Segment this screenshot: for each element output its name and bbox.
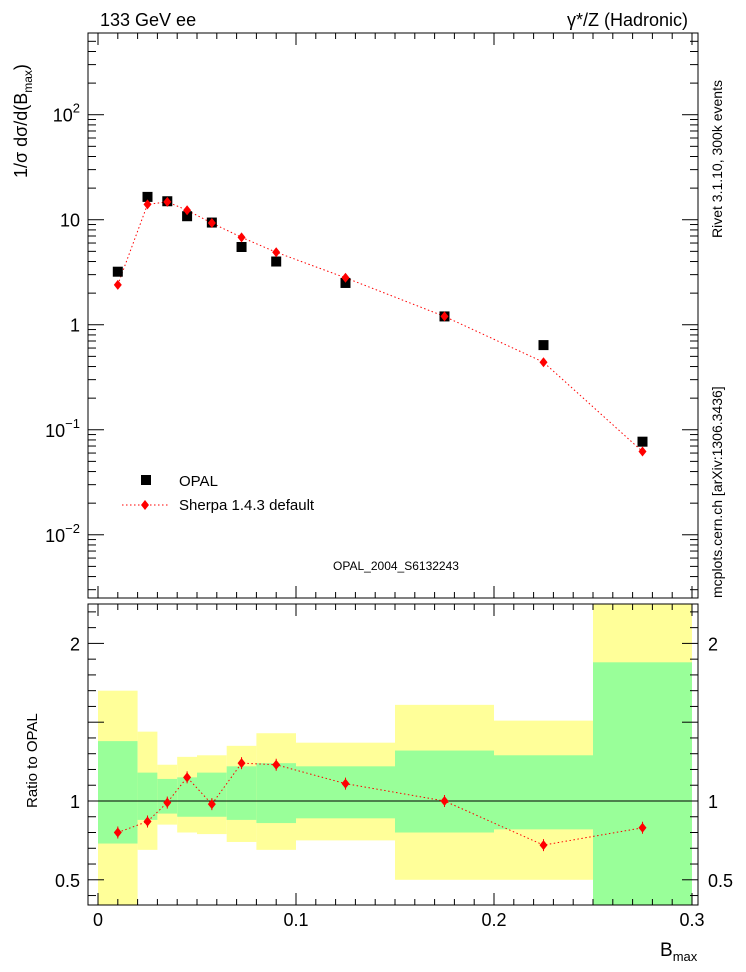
sherpa-point <box>237 232 246 243</box>
ratio-sherpa-point <box>237 758 246 769</box>
y-tick-label: 1 <box>70 316 80 336</box>
ratio-y-tick-label-left: 0.5 <box>55 871 80 891</box>
ratio-sherpa-point <box>341 778 350 789</box>
x-axis-title-main: B <box>660 940 673 961</box>
x-tick-label: 0.1 <box>283 910 308 930</box>
ratio-sherpa-point <box>207 799 216 810</box>
ratio-sherpa-point <box>539 840 548 851</box>
y-axis-title-end: ) <box>11 64 31 70</box>
legend-label-opal: OPAL <box>179 473 218 490</box>
x-tick-label: 0 <box>93 910 103 930</box>
sherpa-point <box>272 247 281 258</box>
ratio-uncertainty-bands <box>98 604 692 905</box>
sherpa-point <box>539 357 548 368</box>
legend-label-sherpa: Sherpa 1.4.3 default <box>179 497 315 514</box>
y-axis-title-sub: max <box>21 70 35 93</box>
ratio-sherpa-line <box>117 762 643 846</box>
opal-point <box>182 211 193 222</box>
opal-point <box>236 241 247 252</box>
sherpa-line <box>117 201 643 452</box>
band-inner-bin <box>593 662 692 905</box>
band-inner-bin <box>226 766 257 820</box>
ratio-sherpa-point <box>113 827 122 838</box>
ratio-sherpa-point <box>163 797 172 808</box>
y-tick-label: 102 <box>53 101 80 126</box>
opal-point <box>112 266 123 277</box>
ratio-sherpa-point <box>440 795 449 806</box>
band-inner-bin <box>137 772 158 820</box>
x-axis-title-sub: max <box>673 949 698 964</box>
ratio-y-axis-title: Ratio to OPAL <box>24 713 41 808</box>
ratio-y-tick-label-left: 2 <box>70 634 80 654</box>
y-tick-label: 10−1 <box>45 416 80 441</box>
rivet-version-label: Rivet 3.1.10, 300k events <box>709 80 725 238</box>
sherpa-point <box>183 205 192 216</box>
ratio-y-tick-label-right: 0.5 <box>708 871 733 891</box>
ratio-sherpa-point <box>183 772 192 783</box>
header-right: γ*/Z (Hadronic) <box>567 10 688 30</box>
x-axis-title: Bmax <box>660 940 698 964</box>
band-inner-bin <box>256 763 296 824</box>
sherpa-point <box>207 218 216 229</box>
sherpa-point <box>163 196 172 207</box>
analysis-watermark: OPAL_2004_S6132243 <box>333 559 459 573</box>
header-left: 133 GeV ee <box>100 10 196 30</box>
opal-point <box>271 256 282 267</box>
ratio-y-tick-label-left: 1 <box>70 792 80 812</box>
y-axis-title-main: 1/σ dσ/d(B <box>11 93 31 178</box>
axis-ticks <box>88 32 698 905</box>
band-inner-bin <box>177 777 197 817</box>
sherpa-point <box>341 272 350 283</box>
legend-marker-sherpa <box>141 500 149 510</box>
source-reference-label: mcplots.cern.ch [arXiv:1306.3436] <box>709 386 725 598</box>
y-tick-label: 10 <box>60 211 80 231</box>
top-y-axis-title: 1/σ dσ/d(Bmax) <box>11 64 35 178</box>
band-inner-bin <box>395 750 494 833</box>
opal-point <box>637 436 648 447</box>
plot-frames <box>87 32 699 906</box>
top-plot-frame <box>87 32 699 599</box>
sherpa-point <box>638 446 647 457</box>
band-inner-bin <box>494 755 593 830</box>
opal-point <box>142 191 153 202</box>
ratio-sherpa-point <box>272 759 281 770</box>
opal-point <box>538 340 549 351</box>
axis-tick-labels: 10−2 10−1 1 10 102 0.5 0.5 1 1 2 2 0 0.1 0.2 0.3 <box>45 101 733 930</box>
sherpa-point <box>143 199 152 210</box>
ratio-y-tick-label-right: 2 <box>708 634 718 654</box>
ratio-sherpa-point <box>638 822 647 833</box>
ratio-y-tick-label-right: 1 <box>708 792 718 812</box>
data-series <box>112 191 648 852</box>
band-inner-bin <box>98 741 138 844</box>
y-tick-label: 10−2 <box>45 521 80 546</box>
ratio-plot-frame <box>87 603 699 906</box>
band-inner-bin <box>157 778 178 814</box>
legend-marker-opal <box>141 475 151 485</box>
x-tick-label: 0.2 <box>481 910 506 930</box>
legend: OPAL Sherpa 1.4.3 default <box>122 473 315 514</box>
ratio-sherpa-point <box>143 816 152 827</box>
sherpa-point <box>440 311 449 322</box>
x-tick-label: 0.3 <box>679 910 704 930</box>
band-inner-bin <box>296 766 395 819</box>
svg-text:1/σ dσ/d(Bmax): 1/σ dσ/d(Bmax) <box>11 64 35 178</box>
sherpa-point <box>113 279 122 290</box>
opal-point <box>340 277 351 288</box>
